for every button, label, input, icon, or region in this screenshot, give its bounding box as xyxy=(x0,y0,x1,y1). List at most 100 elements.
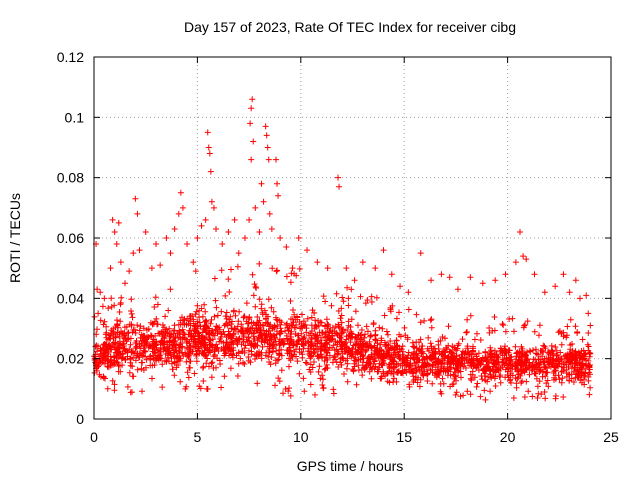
data-point xyxy=(210,204,217,211)
data-point xyxy=(252,204,259,211)
data-point xyxy=(446,274,453,281)
data-point xyxy=(566,289,573,296)
data-point xyxy=(343,265,350,272)
data-point xyxy=(109,216,116,223)
data-points xyxy=(91,96,594,403)
data-point xyxy=(583,292,590,299)
data-point xyxy=(258,180,265,187)
data-point xyxy=(438,271,445,278)
data-point xyxy=(304,247,311,254)
y-tick-label: 0.1 xyxy=(65,109,85,125)
data-point xyxy=(132,195,139,202)
data-point xyxy=(265,156,272,163)
data-point xyxy=(268,225,275,232)
data-point xyxy=(97,289,104,296)
data-point xyxy=(479,280,486,287)
data-point xyxy=(117,259,124,266)
y-axis-label: ROTI / TECUs xyxy=(7,193,23,283)
data-point xyxy=(247,120,254,127)
x-axis-label: GPS time / hours xyxy=(297,458,404,474)
y-tick-label: 0.12 xyxy=(57,49,84,65)
data-point xyxy=(225,228,232,235)
data-point xyxy=(560,271,567,278)
data-point xyxy=(157,262,164,269)
x-tick-label: 10 xyxy=(293,429,309,445)
data-point xyxy=(202,216,209,223)
data-point xyxy=(153,241,160,248)
data-point xyxy=(264,144,271,151)
x-tick-label: 5 xyxy=(194,429,202,445)
data-point xyxy=(531,271,538,278)
data-point xyxy=(205,144,212,151)
data-point xyxy=(274,180,281,187)
data-point xyxy=(359,259,366,266)
data-point xyxy=(520,253,527,260)
data-point xyxy=(454,286,461,293)
data-point xyxy=(136,247,143,254)
data-point xyxy=(380,247,387,254)
data-point xyxy=(190,259,197,266)
data-point xyxy=(250,138,257,145)
data-point xyxy=(249,96,256,103)
data-point xyxy=(126,268,133,275)
data-point xyxy=(275,192,282,199)
data-point xyxy=(335,174,342,181)
data-point xyxy=(163,235,170,241)
data-point xyxy=(397,283,404,290)
data-point xyxy=(175,210,182,217)
data-point xyxy=(219,241,226,248)
data-point xyxy=(262,123,269,130)
data-point xyxy=(95,310,102,317)
data-point xyxy=(324,265,331,272)
data-point xyxy=(576,295,583,302)
chart-title: Day 157 of 2023, Rate Of TEC Index for r… xyxy=(184,19,516,35)
data-point xyxy=(541,289,548,296)
x-tick-label: 20 xyxy=(500,429,516,445)
data-point xyxy=(235,250,242,257)
y-tick-label: 0.06 xyxy=(57,230,84,246)
data-point xyxy=(113,241,120,248)
data-point xyxy=(523,256,530,263)
data-point xyxy=(272,156,279,163)
data-point xyxy=(256,228,263,235)
data-point xyxy=(587,322,594,329)
data-point xyxy=(512,259,519,266)
data-point xyxy=(517,228,524,235)
y-tick-label: 0.04 xyxy=(57,290,84,306)
data-point xyxy=(314,259,321,266)
data-point xyxy=(283,244,290,251)
data-point xyxy=(295,235,302,241)
y-tick-label: 0 xyxy=(76,411,84,427)
data-point xyxy=(101,295,108,302)
data-point xyxy=(428,277,435,284)
data-point xyxy=(94,286,101,293)
data-point xyxy=(142,228,149,235)
data-point xyxy=(467,274,474,281)
data-point xyxy=(585,310,592,317)
data-point xyxy=(241,235,248,241)
x-tick-label: 15 xyxy=(396,429,412,445)
data-point xyxy=(148,265,155,272)
data-point xyxy=(277,235,284,241)
data-point xyxy=(208,198,215,205)
data-point xyxy=(263,132,270,139)
data-point xyxy=(248,156,255,163)
data-point xyxy=(194,235,201,241)
data-point xyxy=(134,210,141,217)
data-point xyxy=(266,210,273,217)
data-point xyxy=(372,265,379,272)
data-point xyxy=(206,150,213,157)
data-point xyxy=(502,271,509,278)
data-point xyxy=(492,277,499,284)
data-point xyxy=(198,222,205,229)
data-point xyxy=(184,241,191,248)
data-point xyxy=(107,265,114,272)
data-point xyxy=(115,219,122,226)
y-tick-label: 0.02 xyxy=(57,351,84,367)
axis-ticks: 0 5 10 15 20 25 0 0.02 0.04 0.06 0.08 0.1 0.12 xyxy=(57,49,619,445)
data-point xyxy=(231,216,238,223)
data-point xyxy=(351,277,358,284)
data-point xyxy=(417,250,424,257)
data-point xyxy=(179,204,186,211)
